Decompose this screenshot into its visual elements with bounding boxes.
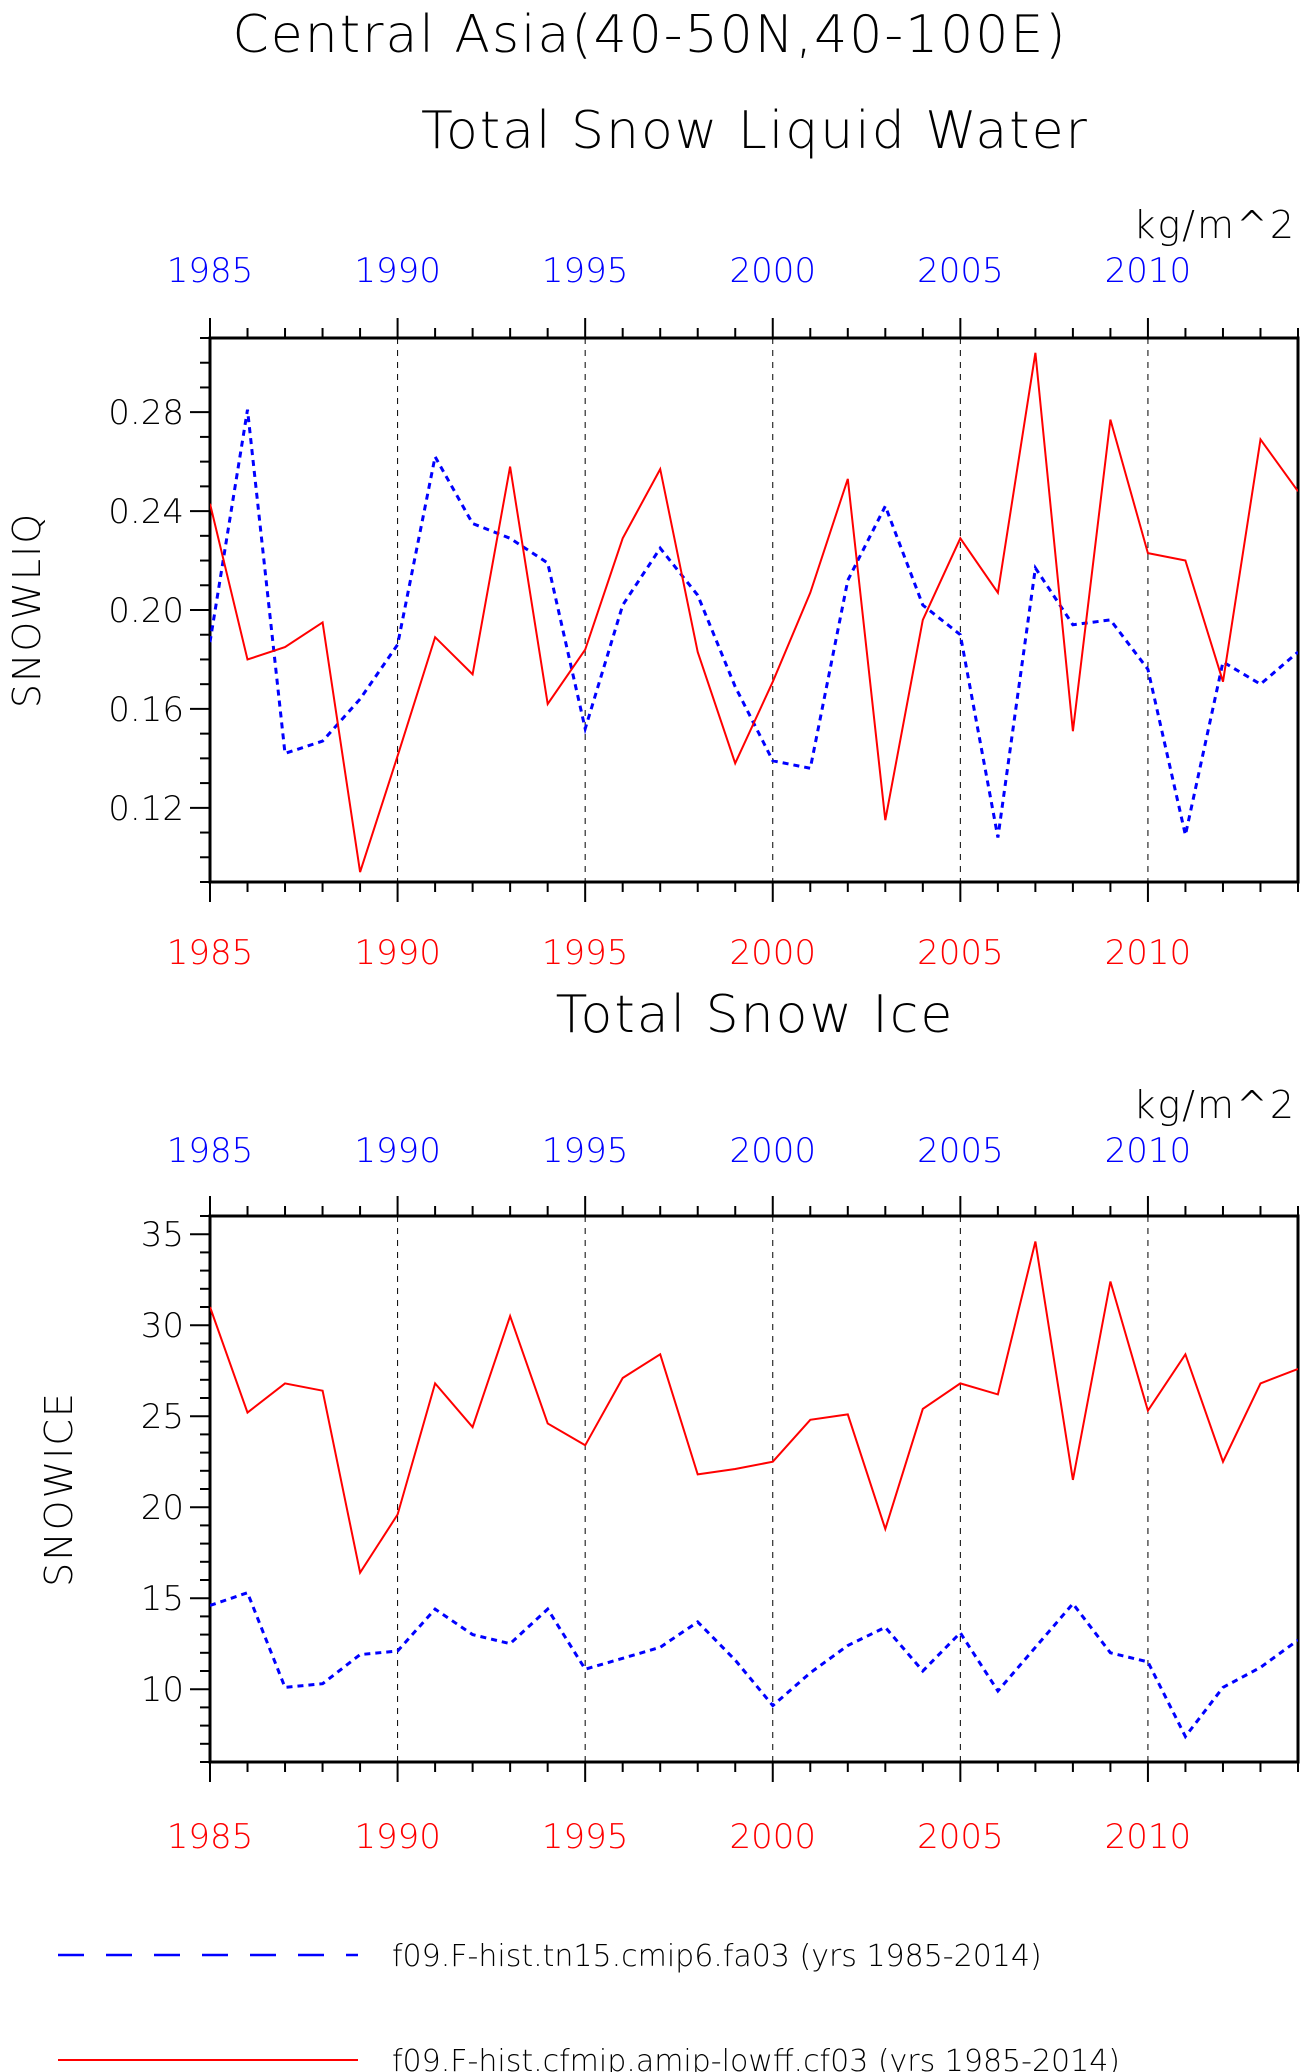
series-line-red-solid <box>210 352 1298 873</box>
y-tick-label: 0.12 <box>108 789 184 829</box>
y-tick-label: 25 <box>141 1397 184 1437</box>
panel-title: Total Snow Liquid Water <box>421 101 1089 161</box>
x-tick-label-bottom: 2000 <box>729 933 816 973</box>
plot-frame <box>208 1214 1300 1764</box>
main-title-line1: Central Asia(40-50N,40-100E) <box>233 5 1068 65</box>
y-tick-label: 30 <box>141 1306 184 1346</box>
x-tick-label-bottom: 2010 <box>1105 933 1192 973</box>
legend: f09.F-hist.tn15.cmip6.fa03 (yrs 1985-201… <box>58 1939 1120 2072</box>
x-tick-label-top: 2000 <box>729 1131 816 1171</box>
x-tick-label-bottom: 1990 <box>354 1817 441 1857</box>
y-tick-label: 0.28 <box>108 393 184 433</box>
units-label: kg/m^2 <box>1133 203 1296 247</box>
y-tick-label: 10 <box>141 1670 184 1710</box>
x-tick-label-top: 1985 <box>167 1131 254 1171</box>
y-tick-label: 0.24 <box>108 492 184 532</box>
legend-label: f09.F-hist.tn15.cmip6.fa03 (yrs 1985-201… <box>392 1939 1042 1974</box>
x-tick-label-top: 2010 <box>1105 1131 1192 1171</box>
y-tick-label: 0.20 <box>108 591 184 631</box>
y-tick-label: 35 <box>141 1215 184 1255</box>
x-tick-label-top: 1995 <box>542 1131 629 1171</box>
snowliq-panel: Total Snow Liquid Water kg/m^2 1985 1985 199… <box>5 101 1300 973</box>
x-tick-label-top: 2005 <box>917 1131 1004 1171</box>
series-line-red-solid <box>210 1241 1298 1576</box>
x-tick-label-top: 1990 <box>354 1131 441 1171</box>
x-tick-label-bottom: 2005 <box>917 933 1004 973</box>
x-tick-label-top: 2005 <box>917 251 1004 291</box>
plot-frame <box>208 336 1300 884</box>
series-line-blue-dashed <box>210 1590 1298 1740</box>
x-tick-label-bottom: 1995 <box>542 1817 629 1857</box>
y-axis-label: SNOWLIQ <box>5 512 49 708</box>
x-tick-label-bottom: 1995 <box>542 933 629 973</box>
x-tick-label-bottom: 2010 <box>1105 1817 1192 1857</box>
units-label: kg/m^2 <box>1133 1083 1296 1127</box>
y-tick-label: 20 <box>141 1488 184 1528</box>
legend-label: f09.F-hist.cfmip.amip-lowff.cf03 (yrs 19… <box>392 2044 1120 2072</box>
series-line-blue-dashed <box>210 409 1298 838</box>
panel-title: Total Snow Ice <box>556 985 955 1045</box>
x-tick-label-top: 1985 <box>167 251 254 291</box>
x-tick-label-top: 2000 <box>729 251 816 291</box>
x-tick-label-top: 1995 <box>542 251 629 291</box>
x-tick-label-bottom: 2005 <box>917 1817 1004 1857</box>
y-tick-label: 15 <box>141 1579 184 1619</box>
y-axis-label: SNOWICE <box>37 1391 81 1587</box>
x-tick-label-bottom: 1985 <box>167 1817 254 1857</box>
x-tick-label-bottom: 1985 <box>167 933 254 973</box>
x-tick-label-bottom: 1990 <box>354 933 441 973</box>
x-tick-label-bottom: 2000 <box>729 1817 816 1857</box>
snowice-panel: Total Snow Ice kg/m^2 1985 1985 1990 1990 1995… <box>37 985 1300 1857</box>
x-tick-label-top: 2010 <box>1105 251 1192 291</box>
y-tick-label: 0.16 <box>108 690 184 730</box>
x-tick-label-top: 1990 <box>354 251 441 291</box>
